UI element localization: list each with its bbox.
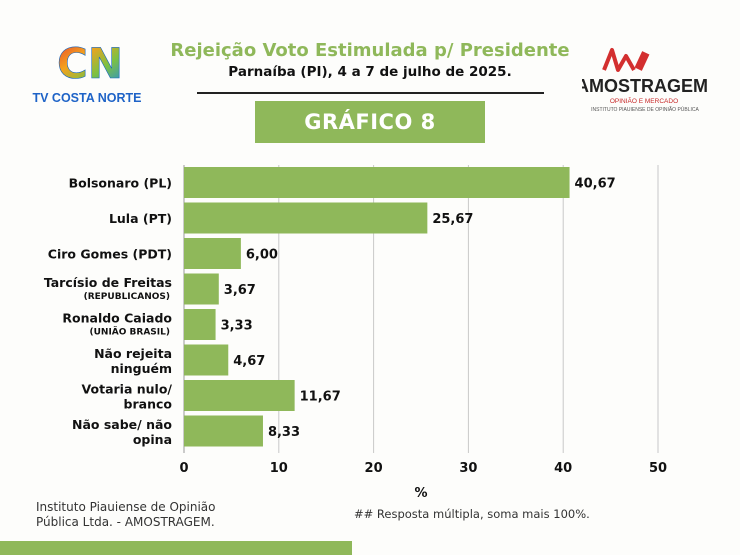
data-label: 25,67 [432, 212, 473, 227]
amostragem-chart-icon [602, 48, 636, 72]
bottom-accent-bar [0, 541, 352, 555]
category-label: Bolsonaro (PL) [69, 176, 172, 191]
category-label: Ronaldo Caiado [62, 311, 172, 326]
amostragem-name: AMOSTRAGEM [582, 76, 708, 96]
bar [184, 415, 263, 447]
bar [184, 202, 428, 234]
amostragem-pencil-icon [634, 51, 650, 71]
category-label: Lula (PT) [109, 211, 172, 226]
chart-number-badge: GRÁFICO 8 [255, 101, 485, 143]
category-sublabel: (UNIÃO BRASIL) [90, 327, 171, 338]
title-divider [197, 92, 544, 94]
x-tick-label: 50 [649, 461, 667, 476]
category-label: Tarcísio de Freitas [44, 275, 172, 290]
category-label: Ciro Gomes (PDT) [48, 247, 172, 262]
bar [184, 380, 295, 411]
chart-title: Rejeição Voto Estimulada p/ Presidente [170, 40, 570, 61]
bar [184, 167, 570, 198]
x-axis-label: % [414, 486, 427, 500]
bar [184, 309, 216, 340]
data-label: 4,67 [233, 354, 265, 369]
category-sublabel: (REPUBLICANOS) [84, 292, 170, 302]
chart-subtitle: Parnaíba (PI), 4 a 7 de julho de 2025. [228, 64, 512, 80]
category-label: Não sabe/ não [72, 417, 172, 432]
data-label: 3,67 [224, 283, 256, 298]
category-label: ninguém [111, 361, 172, 376]
tv-costa-norte-logo: CN TV COSTA NORTE [32, 40, 141, 105]
x-tick-label: 20 [365, 461, 383, 476]
data-label: 6,00 [246, 248, 278, 263]
tv-logo-text: TV COSTA NORTE [32, 91, 141, 105]
bar [184, 273, 219, 305]
amostragem-logo: AMOSTRAGEM OPINIÃO E MERCADO INSTITUTO P… [582, 48, 708, 113]
data-label: 40,67 [575, 177, 616, 192]
category-label: Não rejeita [94, 346, 172, 361]
data-label: 11,67 [300, 390, 341, 405]
category-label: Votaria nulo/ [82, 382, 173, 397]
multiple-response-note: ## Resposta múltipla, soma mais 100%. [354, 507, 590, 521]
x-tick-label: 0 [179, 461, 188, 476]
data-label: 3,33 [221, 319, 253, 334]
x-tick-label: 40 [554, 461, 572, 476]
bar [184, 344, 229, 376]
source-note: Instituto Piauiense de Opinião Pública L… [36, 500, 266, 530]
tv-logo-monogram: CN [57, 40, 123, 88]
bar [184, 238, 241, 269]
data-label: 8,33 [268, 425, 300, 440]
amostragem-institute: INSTITUTO PIAUIENSE DE OPINIÃO PÚBLICA [591, 106, 699, 113]
x-tick-label: 10 [270, 461, 288, 476]
source-line-1: Instituto Piauiense de Opinião [36, 500, 216, 514]
source-line-2: Pública Ltda. - AMOSTRAGEM. [36, 515, 215, 529]
bar-chart: 40,67 Bolsonaro (PL) 25,67 Lula (PT) 6,00 Cir… [44, 165, 667, 500]
amostragem-tagline: OPINIÃO E MERCADO [610, 96, 678, 105]
category-label: branco [124, 397, 173, 412]
x-tick-label: 30 [459, 461, 477, 476]
category-label: opina [133, 432, 172, 447]
